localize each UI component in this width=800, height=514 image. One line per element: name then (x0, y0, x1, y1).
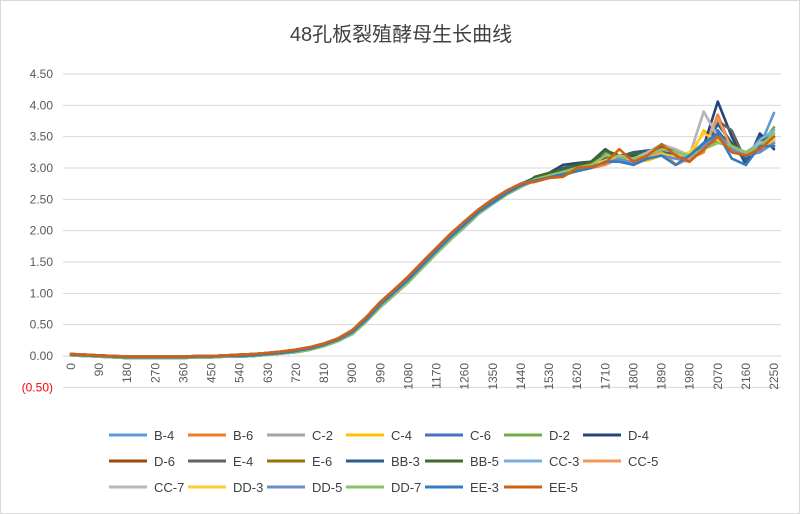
x-tick-label: 360 (176, 363, 190, 383)
x-tick-label: 1800 (626, 363, 640, 390)
legend-label-c-4: C-4 (391, 428, 412, 443)
legend-label-c-2: C-2 (312, 428, 333, 443)
series-line-dd-3 (69, 132, 776, 359)
y-tick-label: 0.00 (30, 349, 54, 363)
series-line-dd-5 (69, 132, 776, 358)
x-tick-label: 1440 (514, 363, 528, 390)
x-tick-label: 90 (92, 363, 106, 377)
x-tick-label: 810 (317, 363, 331, 383)
x-tick-label: 990 (373, 363, 387, 383)
series-line-d-4 (69, 100, 776, 359)
y-tick-label: 3.00 (30, 161, 54, 175)
legend-label-cc-3: CC-3 (549, 454, 579, 469)
y-tick-label: (0.50) (22, 380, 53, 394)
x-tick-label: 450 (205, 363, 219, 383)
y-tick-label: 4.00 (30, 98, 54, 112)
x-tick-label: 2250 (767, 363, 781, 390)
legend-label-e-6: E-6 (312, 454, 332, 469)
series-line-ee-5 (69, 135, 776, 358)
series-line-ee-3 (69, 132, 776, 359)
y-tick-label: 2.00 (30, 224, 54, 238)
x-tick-label: 1170 (430, 363, 444, 389)
x-tick-label: 1710 (598, 363, 612, 390)
x-tick-label: 2070 (711, 363, 725, 390)
y-tick-label: 1.00 (30, 286, 54, 300)
series-line-cc-3 (69, 129, 776, 359)
x-tick-label: 2160 (739, 363, 753, 390)
x-tick-label: 1620 (570, 363, 584, 390)
x-tick-label: 1530 (542, 363, 556, 390)
legend-label-ee-3: EE-3 (470, 480, 499, 495)
x-tick-label: 720 (289, 363, 303, 383)
legend-label-cc-5: CC-5 (628, 454, 658, 469)
legend-label-dd-7: DD-7 (391, 480, 421, 495)
y-tick-label: 3.50 (30, 130, 54, 144)
series-line-c-4 (69, 129, 776, 359)
y-tick-label: 2.50 (30, 192, 54, 206)
legend-label-d-4: D-4 (628, 428, 649, 443)
legend-label-dd-5: DD-5 (312, 480, 342, 495)
legend-label-d-2: D-2 (549, 428, 570, 443)
x-tick-label: 1350 (486, 363, 500, 390)
series-line-d-2 (69, 126, 776, 360)
x-tick-label: 900 (345, 363, 359, 383)
legend-label-ee-5: EE-5 (549, 480, 578, 495)
y-tick-label: 0.50 (30, 318, 54, 332)
x-tick-label: 180 (120, 363, 134, 383)
x-tick-label: 540 (233, 363, 247, 383)
legend-label-c-6: C-6 (470, 428, 491, 443)
x-tick-label: 270 (148, 363, 162, 383)
legend-label-cc-7: CC-7 (154, 480, 184, 495)
legend-label-bb-5: BB-5 (470, 454, 499, 469)
legend-label-e-4: E-4 (233, 454, 253, 469)
x-tick-label: 630 (261, 363, 275, 383)
x-tick-label: 1260 (458, 363, 472, 390)
chart-title: 48孔板裂殖酵母生长曲线 (290, 23, 512, 46)
legend-label-dd-3: DD-3 (233, 480, 263, 495)
series-line-d-6 (69, 135, 776, 358)
x-tick-label: 0 (64, 363, 78, 370)
legend-label-d-6: D-6 (154, 454, 175, 469)
x-tick-label: 1080 (401, 363, 415, 390)
legend-label-b-4: B-4 (154, 428, 174, 443)
x-tick-label: 1980 (683, 363, 697, 390)
legend-label-bb-3: BB-3 (391, 454, 420, 469)
y-tick-label: 1.50 (30, 255, 54, 269)
x-tick-label: 1890 (655, 363, 669, 390)
series-line-c-6 (69, 129, 776, 358)
y-tick-label: 4.50 (30, 67, 54, 81)
legend-label-b-6: B-6 (233, 428, 253, 443)
